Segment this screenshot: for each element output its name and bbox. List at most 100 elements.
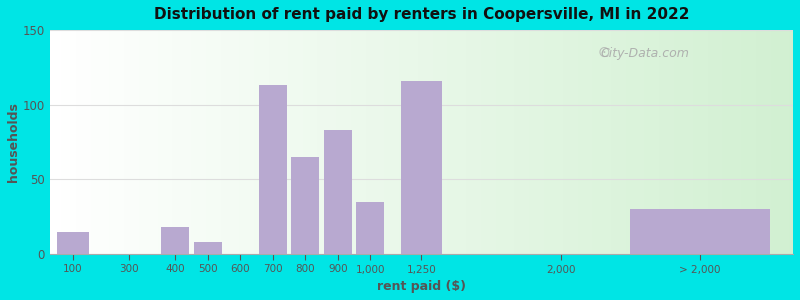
Bar bbox=[774, 30, 778, 254]
Bar bbox=[343, 30, 347, 254]
Bar bbox=[693, 30, 697, 254]
Bar bbox=[325, 30, 329, 254]
Bar bbox=[254, 30, 258, 254]
Bar bbox=[600, 30, 603, 254]
Bar bbox=[90, 30, 94, 254]
Bar bbox=[555, 30, 559, 254]
Bar bbox=[158, 30, 162, 254]
Bar bbox=[266, 30, 269, 254]
Bar bbox=[630, 209, 770, 254]
Bar bbox=[117, 30, 121, 254]
Bar bbox=[499, 30, 503, 254]
Bar bbox=[444, 30, 447, 254]
Bar bbox=[570, 30, 574, 254]
Bar bbox=[410, 30, 414, 254]
Bar bbox=[582, 30, 585, 254]
Bar bbox=[336, 30, 340, 254]
Bar bbox=[741, 30, 745, 254]
Bar bbox=[418, 30, 422, 254]
Bar bbox=[440, 30, 444, 254]
Bar bbox=[637, 30, 641, 254]
Bar bbox=[566, 30, 570, 254]
Bar bbox=[414, 30, 418, 254]
Bar bbox=[641, 30, 645, 254]
Text: City-Data.com: City-Data.com bbox=[600, 47, 689, 60]
Bar bbox=[259, 85, 286, 254]
Bar bbox=[645, 30, 648, 254]
Bar bbox=[659, 30, 663, 254]
Bar bbox=[530, 30, 533, 254]
Bar bbox=[57, 232, 90, 254]
Bar bbox=[221, 30, 225, 254]
Bar bbox=[142, 30, 146, 254]
Bar bbox=[206, 30, 210, 254]
Title: Distribution of rent paid by renters in Coopersville, MI in 2022: Distribution of rent paid by renters in … bbox=[154, 7, 689, 22]
Bar bbox=[162, 227, 189, 254]
Bar bbox=[187, 30, 191, 254]
Bar bbox=[652, 30, 655, 254]
Bar bbox=[749, 30, 752, 254]
Bar bbox=[246, 30, 250, 254]
Text: ⊙: ⊙ bbox=[597, 45, 610, 60]
Bar bbox=[154, 30, 158, 254]
Bar bbox=[526, 30, 530, 254]
Bar bbox=[173, 30, 176, 254]
Bar bbox=[670, 30, 674, 254]
Bar bbox=[786, 30, 790, 254]
Bar bbox=[630, 30, 634, 254]
Bar bbox=[730, 30, 734, 254]
Bar bbox=[782, 30, 786, 254]
Bar bbox=[332, 30, 336, 254]
Bar bbox=[682, 30, 686, 254]
Bar bbox=[128, 30, 131, 254]
Bar bbox=[214, 30, 217, 254]
Bar bbox=[492, 30, 496, 254]
Bar bbox=[291, 157, 319, 254]
Bar bbox=[87, 30, 90, 254]
Bar bbox=[722, 30, 726, 254]
Bar bbox=[559, 30, 562, 254]
Bar bbox=[370, 30, 373, 254]
Bar bbox=[258, 30, 262, 254]
Bar bbox=[752, 30, 756, 254]
Bar bbox=[202, 30, 206, 254]
Bar bbox=[763, 30, 767, 254]
Bar bbox=[299, 30, 302, 254]
Bar bbox=[61, 30, 65, 254]
Bar bbox=[630, 209, 770, 254]
Bar bbox=[707, 30, 711, 254]
Bar bbox=[700, 30, 704, 254]
Bar bbox=[474, 30, 477, 254]
Bar bbox=[198, 30, 202, 254]
Bar bbox=[778, 30, 782, 254]
Bar bbox=[436, 30, 440, 254]
Bar bbox=[259, 85, 286, 254]
Bar bbox=[488, 30, 492, 254]
Bar bbox=[384, 30, 388, 254]
Bar bbox=[288, 30, 291, 254]
Bar bbox=[507, 30, 510, 254]
Bar bbox=[455, 30, 458, 254]
Bar bbox=[678, 30, 682, 254]
Bar bbox=[596, 30, 600, 254]
Bar bbox=[655, 30, 659, 254]
Bar bbox=[340, 30, 343, 254]
Bar bbox=[94, 30, 98, 254]
Bar bbox=[406, 30, 410, 254]
Bar bbox=[514, 30, 518, 254]
Bar bbox=[228, 30, 232, 254]
Bar bbox=[734, 30, 738, 254]
Bar bbox=[399, 30, 403, 254]
Bar bbox=[236, 30, 239, 254]
Bar bbox=[180, 30, 184, 254]
Bar bbox=[366, 30, 370, 254]
Bar bbox=[83, 30, 87, 254]
Bar bbox=[648, 30, 652, 254]
Bar bbox=[551, 30, 555, 254]
Bar bbox=[250, 30, 254, 254]
Bar bbox=[477, 30, 481, 254]
Bar bbox=[715, 30, 718, 254]
Bar bbox=[351, 30, 354, 254]
Bar bbox=[485, 30, 488, 254]
Bar bbox=[422, 30, 425, 254]
